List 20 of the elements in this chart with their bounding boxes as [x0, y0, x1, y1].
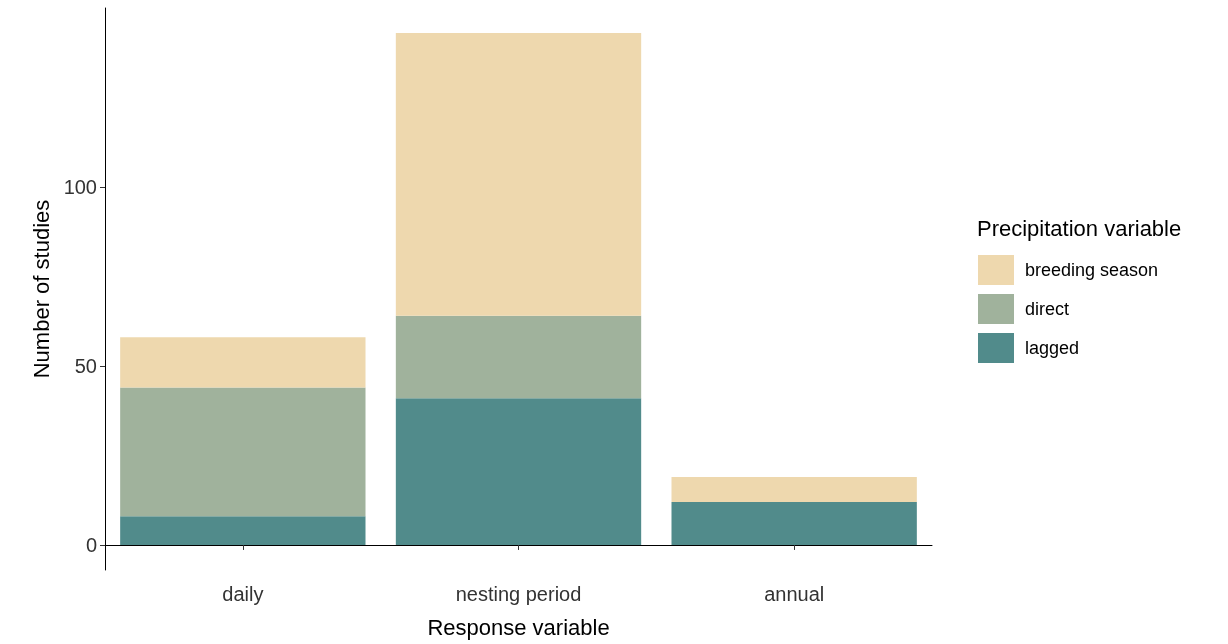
y-tick-label: 100	[63, 175, 97, 198]
bar	[395, 398, 642, 545]
legend-label: lagged	[1025, 338, 1080, 358]
x-tick-label: daily	[222, 583, 264, 605]
bar	[395, 315, 642, 399]
bar	[671, 501, 917, 545]
y-axis-title: Number of studies	[29, 199, 55, 379]
x-tick-label: nesting period	[455, 583, 582, 605]
legend-label: breeding season	[1025, 260, 1159, 280]
legend-title: Precipitation variable	[977, 215, 1182, 241]
x-axis-title: Response variable	[427, 614, 610, 640]
bar	[671, 476, 917, 502]
bar	[120, 337, 366, 388]
legend-label: direct	[1025, 299, 1070, 319]
x-tick-label: annual	[764, 583, 825, 605]
y-tick-label: 50	[74, 354, 97, 377]
bar	[120, 516, 366, 545]
y-tick-label: 0	[85, 533, 97, 556]
bar	[395, 33, 642, 316]
bar	[120, 387, 366, 517]
